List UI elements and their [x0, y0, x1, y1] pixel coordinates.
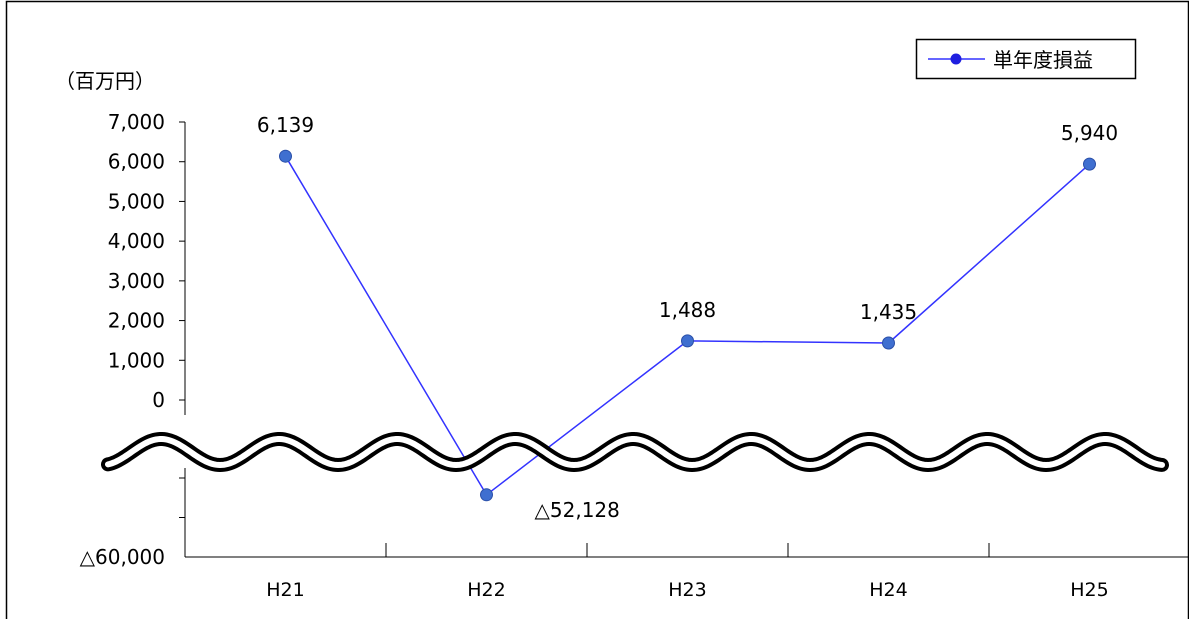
- y-tick-label: 4,000: [108, 229, 165, 253]
- y-tick-label: 6,000: [108, 150, 165, 174]
- x-ticks: H21 H22 H23 H24 H25: [266, 543, 1109, 601]
- data-point: [480, 488, 493, 502]
- y-tick-label: 1,000: [108, 348, 165, 372]
- x-tick-label: H25: [1070, 579, 1108, 601]
- axes: [184, 122, 1189, 558]
- data-point: [279, 149, 292, 163]
- data-point: [882, 336, 895, 350]
- legend-marker: [950, 53, 962, 65]
- series-markers: [279, 149, 1096, 502]
- data-label: 6,139: [257, 113, 314, 137]
- data-label: 1,435: [860, 300, 917, 324]
- data-label: 5,940: [1061, 121, 1118, 145]
- x-tick-label: H24: [869, 579, 907, 601]
- y-tick-label: 2,000: [108, 309, 165, 333]
- axis-break-wave: [101, 432, 1169, 473]
- y-ticks: 7,000 6,000 5,000 4,000 3,000 2,000 1,000 0 △60,…: [80, 110, 185, 569]
- data-labels: 6,139 △52,128 1,488 1,435 5,940: [257, 113, 1118, 522]
- data-point: [1083, 157, 1096, 171]
- y-tick-label: 3,000: [108, 269, 165, 293]
- y-tick-label: 0: [152, 388, 165, 412]
- axis-break-fill: [105, 436, 1165, 469]
- data-label: 1,488: [659, 298, 716, 322]
- x-tick-label: H21: [266, 579, 304, 601]
- y-tick-label: 7,000: [108, 110, 165, 134]
- legend: 単年度損益: [915, 38, 1137, 80]
- x-tick-label: H23: [668, 579, 706, 601]
- y-tick-label: 5,000: [108, 189, 165, 213]
- x-tick-label: H22: [467, 579, 505, 601]
- data-point: [681, 334, 694, 348]
- y-unit-label: （百万円）: [55, 69, 155, 93]
- data-label: △52,128: [535, 498, 620, 522]
- legend-label: 単年度損益: [993, 48, 1093, 72]
- y-tick-label: △60,000: [80, 545, 165, 569]
- chart-frame: [5, 0, 1189, 623]
